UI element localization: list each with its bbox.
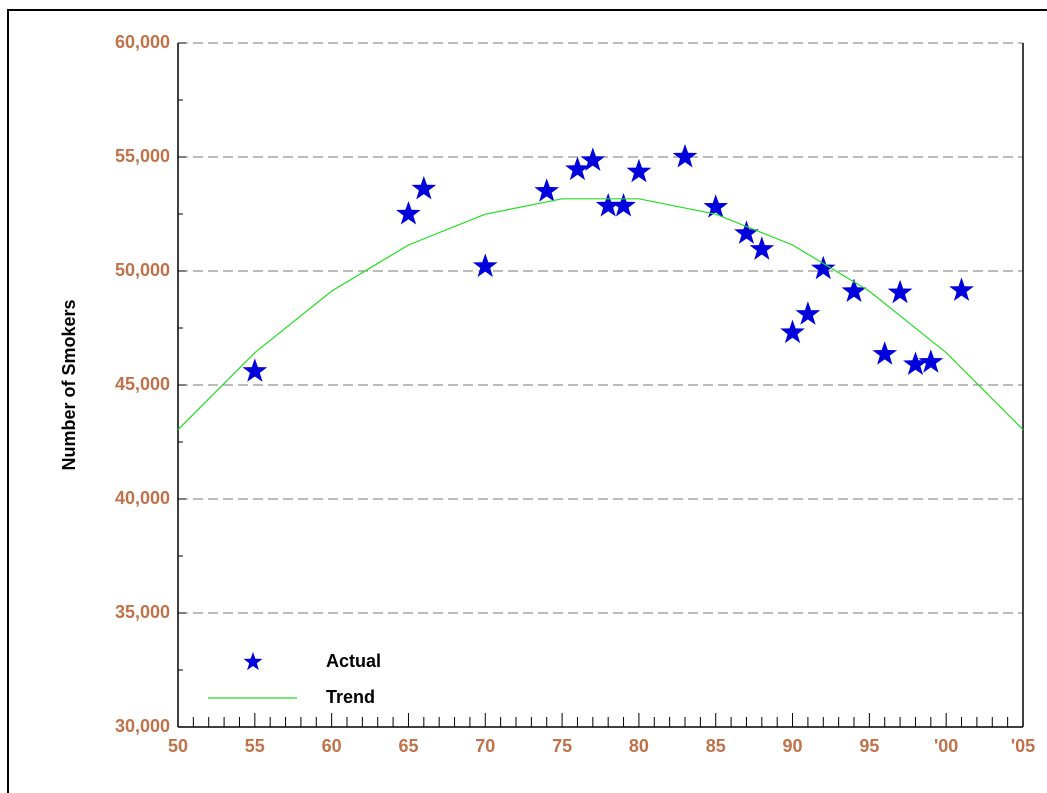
point	[841, 278, 867, 302]
point	[810, 255, 836, 280]
x-tick-label: '05	[1011, 736, 1035, 756]
point	[749, 236, 775, 260]
x-tick-label: 60	[322, 736, 342, 756]
trend-line	[177, 198, 1024, 431]
point	[626, 158, 652, 183]
point	[472, 253, 498, 277]
x-tick-label: 85	[706, 736, 726, 756]
y-tick-label: 55,000	[115, 146, 170, 166]
y-tick-label: 30,000	[115, 716, 170, 736]
point	[565, 156, 590, 181]
point	[672, 144, 698, 168]
y-axis-label: Number of Smokers	[59, 299, 79, 470]
point	[918, 349, 944, 373]
point	[903, 351, 928, 375]
x-tick-label: '00	[934, 736, 958, 756]
point	[611, 193, 636, 217]
point	[534, 178, 560, 202]
x-tick-label: 75	[552, 736, 572, 756]
x-tick-label: 95	[859, 736, 879, 756]
point	[780, 319, 805, 344]
legend-marker	[243, 652, 263, 671]
y-tick-label: 35,000	[115, 602, 170, 622]
point	[795, 301, 821, 325]
x-tick-label: 70	[475, 736, 495, 756]
point	[595, 193, 621, 217]
x-tick-label: 50	[168, 736, 188, 756]
x-tick-label: 65	[398, 736, 418, 756]
point	[242, 358, 268, 382]
point	[703, 194, 729, 218]
point	[580, 147, 606, 171]
y-tick-label: 60,000	[115, 32, 170, 52]
legend-label: Trend	[326, 687, 375, 707]
x-tick-label: 55	[245, 736, 265, 756]
legend-label: Actual	[326, 651, 381, 671]
point	[396, 201, 421, 225]
y-tick-label: 45,000	[115, 374, 170, 394]
point	[734, 220, 759, 244]
point	[949, 277, 974, 301]
x-tick-label: 80	[629, 736, 649, 756]
point	[887, 279, 913, 304]
frame	[7, 9, 1047, 793]
point	[872, 341, 898, 365]
y-tick-label: 50,000	[115, 260, 170, 280]
y-tick-label: 40,000	[115, 488, 170, 508]
point	[411, 175, 437, 200]
x-tick-label: 90	[783, 736, 803, 756]
